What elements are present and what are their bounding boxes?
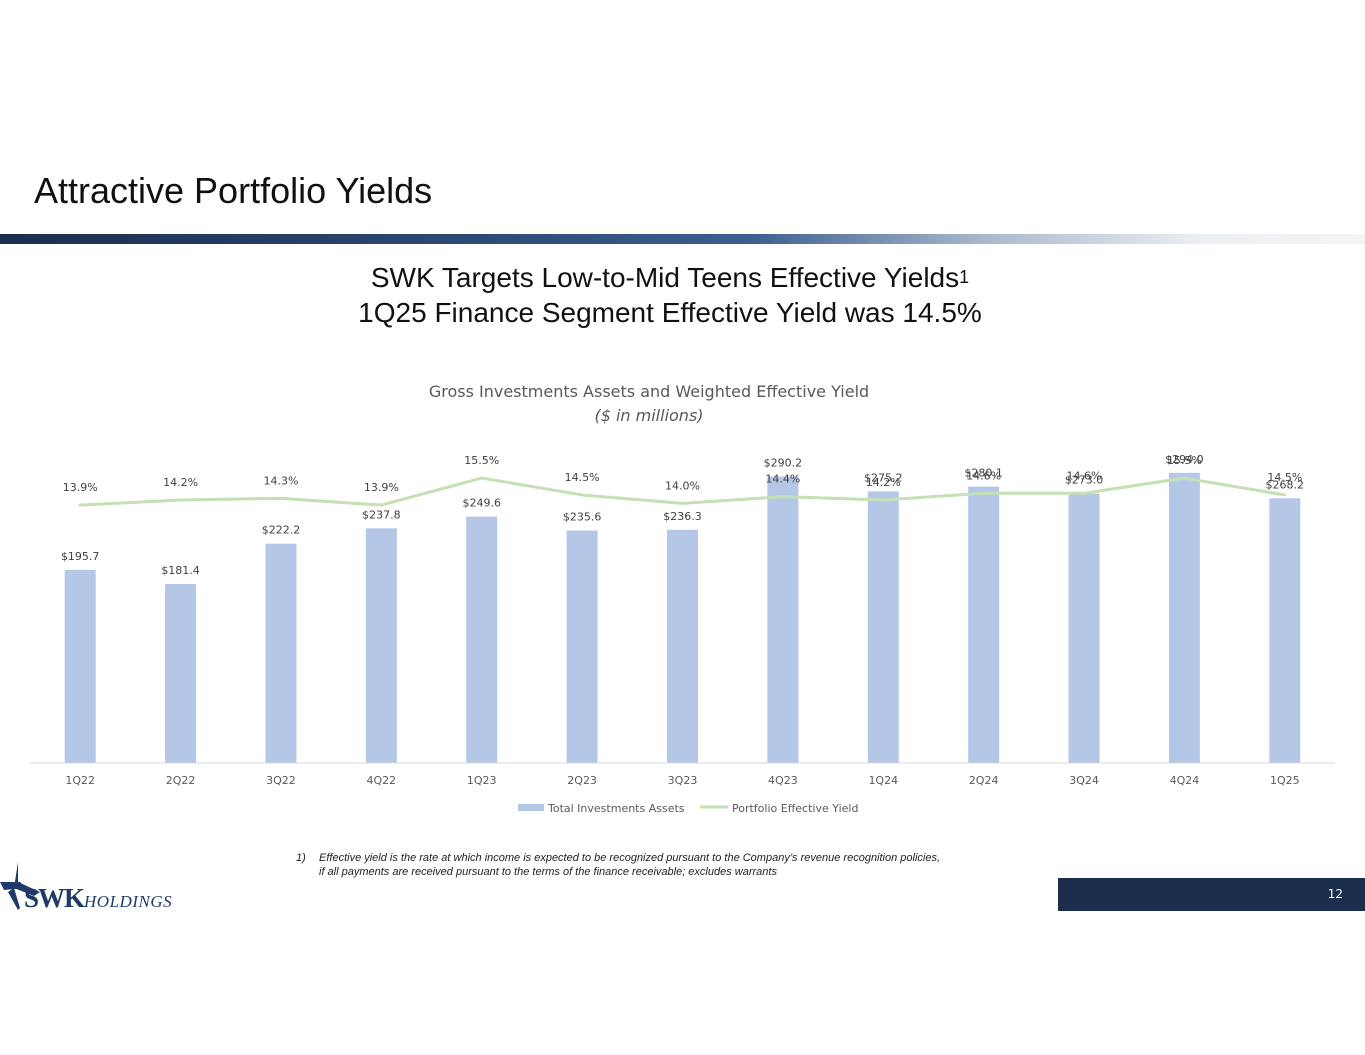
line-label-1Q23: 15.5% [464, 454, 499, 467]
line-label-2Q23: 14.5% [565, 471, 600, 484]
yield-point-1Q24 [881, 498, 885, 502]
bar-1Q22 [64, 569, 96, 763]
bar-3Q24 [1068, 493, 1100, 763]
line-label-1Q24: 14.2% [866, 476, 901, 489]
chart-subtitle: ($ in millions) [594, 406, 703, 425]
footnote-marker: 1 [959, 267, 970, 287]
investments-yield-chart: Gross Investments Assets and Weighted Ef… [30, 382, 1335, 815]
line-label-3Q22: 14.3% [263, 474, 298, 487]
footnote-number: 1) [296, 852, 306, 864]
subtitle-line-2: 1Q25 Finance Segment Effective Yield was… [358, 297, 982, 328]
bar-2Q24 [968, 486, 1000, 763]
yield-point-1Q22 [78, 503, 82, 507]
yield-point-3Q24 [1082, 491, 1086, 495]
yield-point-3Q23 [681, 501, 684, 505]
bar-label-3Q23: $236.3 [663, 510, 702, 523]
x-tick-2Q22: 2Q22 [166, 774, 196, 787]
slide-title: Attractive Portfolio Yields [34, 170, 433, 211]
bar-label-4Q23: $290.2 [764, 457, 803, 470]
yield-point-3Q22 [279, 496, 283, 500]
bar-label-4Q24: $294.0 [1165, 453, 1204, 466]
x-tick-2Q23: 2Q23 [567, 774, 597, 787]
line-label-1Q22: 13.9% [63, 481, 98, 494]
bar-4Q22 [365, 528, 397, 763]
yield-point-1Q25 [1283, 493, 1287, 497]
bar-label-1Q25: $268.2 [1266, 478, 1305, 491]
bar-2Q22 [165, 583, 197, 763]
x-tick-4Q24: 4Q24 [1170, 774, 1200, 787]
bar-label-3Q24: $273.0 [1065, 474, 1104, 487]
bar-series [64, 472, 1301, 763]
line-label-4Q23: 14.4% [765, 473, 800, 486]
yield-point-2Q24 [982, 491, 986, 495]
bar-label-4Q22: $237.8 [362, 508, 401, 521]
x-tick-1Q25: 1Q25 [1270, 774, 1300, 787]
legend-label-yield: Portfolio Effective Yield [732, 802, 858, 815]
bar-3Q22 [265, 543, 297, 763]
line-label-4Q22: 13.9% [364, 481, 399, 494]
yield-point-2Q23 [580, 493, 584, 497]
line-label-3Q23: 14.0% [665, 479, 700, 492]
bar-3Q23 [667, 529, 698, 763]
bar-label-2Q22: $181.4 [161, 564, 200, 577]
x-axis-tick-labels: 1Q22 2Q22 3Q22 4Q22 1Q23 2Q23 3Q23 4Q23 1Q24 2Q24… [65, 774, 1299, 787]
bar-1Q24 [867, 491, 899, 763]
line-series [78, 476, 1287, 507]
x-tick-3Q24: 3Q24 [1069, 774, 1099, 787]
yield-point-4Q24 [1182, 476, 1186, 480]
page-number-box: 12 [1058, 878, 1365, 911]
chart-legend: Total Investments Assets Portfolio Effec… [518, 802, 858, 815]
footnote-line-1: Effective yield is the rate at which inc… [319, 852, 941, 864]
footnote-line-2: if all payments are received pursuant to… [319, 866, 777, 878]
subtitle-line-1: SWK Targets Low-to-Mid Teens Effective Y… [0, 262, 1340, 294]
yield-point-4Q23 [781, 495, 785, 499]
x-tick-2Q24: 2Q24 [969, 774, 999, 787]
bar-label-2Q23: $235.6 [563, 510, 602, 523]
yield-point-4Q22 [379, 503, 383, 507]
x-tick-3Q22: 3Q22 [266, 774, 296, 787]
x-tick-3Q23: 3Q23 [668, 774, 698, 787]
bar-data-labels: $195.7 $181.4 $222.2 $237.8 $249.6 $235.6 $236… [61, 453, 1304, 577]
line-data-labels: 13.9% 14.2% 14.3% 13.9% 15.5% 14.5% 14.0% 14.4%… [63, 454, 1303, 494]
yield-point-2Q22 [179, 498, 183, 502]
swk-logo-mark-icon [0, 862, 40, 910]
bar-label-2Q24: $280.1 [964, 467, 1003, 480]
bar-label-1Q24: $275.2 [864, 471, 903, 484]
logo-swk: SWK [24, 883, 85, 913]
x-tick-1Q22: 1Q22 [65, 774, 95, 787]
bar-2Q23 [566, 530, 598, 763]
line-label-1Q25: 14.5% [1267, 471, 1302, 484]
bar-1Q23 [466, 516, 498, 763]
line-label-3Q24: 14.6% [1067, 469, 1102, 482]
page-number: 12 [1327, 887, 1343, 901]
legend-swatch-bar [518, 804, 544, 811]
bar-4Q24 [1168, 472, 1200, 763]
line-label-4Q24: 15.5% [1167, 454, 1202, 467]
x-tick-4Q22: 4Q22 [367, 774, 397, 787]
line-label-2Q24: 14.6% [966, 469, 1001, 482]
legend-label-investments: Total Investments Assets [547, 802, 685, 815]
bar-label-1Q22: $195.7 [61, 550, 100, 563]
subtitle-line-1-text: SWK Targets Low-to-Mid Teens Effective Y… [370, 262, 960, 293]
x-tick-1Q23: 1Q23 [467, 774, 497, 787]
bar-1Q25 [1269, 498, 1301, 763]
yield-point-1Q23 [480, 476, 484, 480]
x-tick-4Q23: 4Q23 [768, 774, 798, 787]
logo-wordmark: SWKHOLDINGS [24, 883, 172, 914]
chart-title: Gross Investments Assets and Weighted Ef… [429, 382, 869, 401]
line-label-2Q22: 14.2% [163, 476, 198, 489]
x-tick-1Q24: 1Q24 [868, 774, 898, 787]
bar-label-1Q23: $249.6 [462, 497, 501, 510]
header-gradient-bar [0, 234, 1365, 244]
bar-4Q23 [767, 476, 799, 763]
logo-holdings: HOLDINGS [84, 892, 173, 911]
bar-label-3Q22: $222.2 [262, 524, 301, 537]
